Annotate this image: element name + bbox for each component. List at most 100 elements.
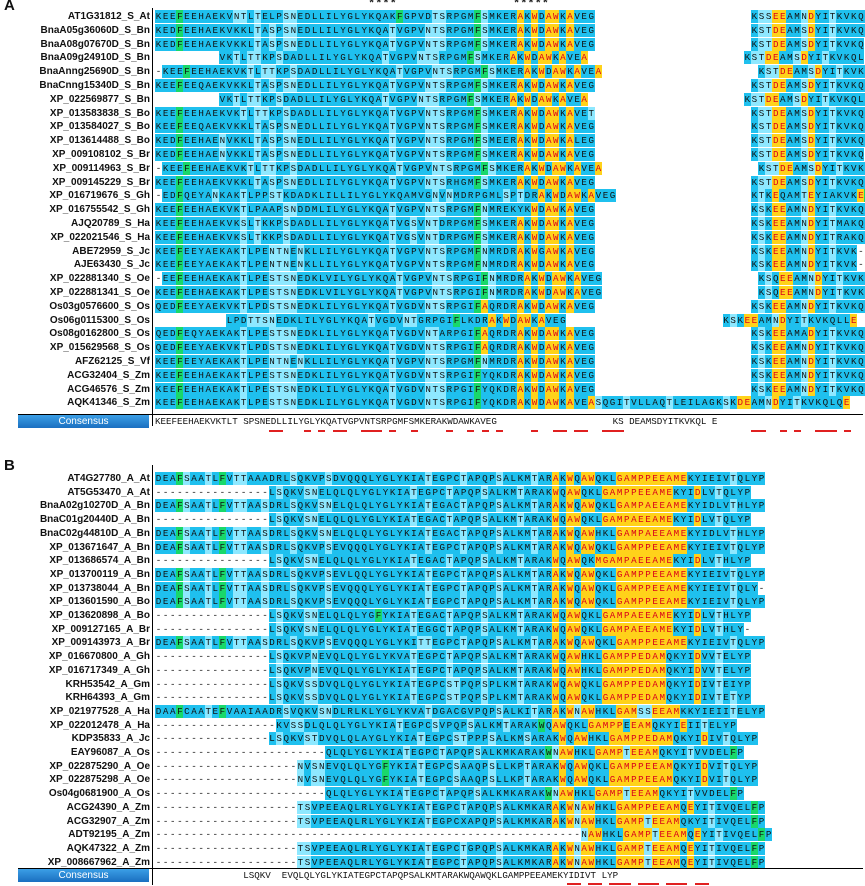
residue: T: [233, 581, 241, 595]
residue: G: [438, 636, 446, 650]
residue: T: [396, 65, 404, 79]
residue: L: [353, 609, 361, 622]
residue: M: [452, 189, 461, 203]
residue: Q: [183, 189, 191, 203]
residue: [190, 93, 197, 106]
residue: E: [162, 595, 170, 609]
residue: V: [843, 10, 851, 23]
residue: I: [687, 663, 695, 677]
residue: L: [339, 732, 347, 746]
residue: [666, 258, 673, 271]
residue: [694, 107, 701, 120]
residue: D: [530, 92, 539, 106]
residue: A: [247, 636, 255, 650]
residue: R: [516, 718, 524, 732]
residue: -: [212, 733, 219, 745]
residue: L: [743, 595, 751, 609]
residue: Y: [360, 203, 368, 217]
residue: N: [218, 134, 226, 148]
residue: G: [467, 272, 475, 286]
residue: K: [587, 609, 595, 622]
residue: W: [587, 567, 595, 581]
residue: T: [254, 134, 262, 148]
residue: -: [177, 719, 183, 731]
residue: L: [836, 313, 844, 327]
residue: [609, 369, 616, 382]
residue: E: [296, 10, 304, 23]
residue: P: [452, 106, 461, 120]
residue: N: [800, 258, 808, 272]
residue: A: [538, 189, 546, 203]
residue: L: [247, 355, 255, 368]
residue: [701, 38, 708, 51]
residue: E: [502, 37, 510, 51]
residue: [602, 314, 609, 327]
residue: M: [616, 485, 624, 499]
residue: V: [225, 567, 234, 581]
residue: [723, 383, 730, 396]
residue: G: [601, 677, 609, 691]
residue: E: [495, 92, 503, 106]
residue: E: [183, 272, 191, 286]
residue: L: [311, 230, 319, 244]
residue: A: [566, 203, 574, 217]
residue: V: [396, 368, 404, 382]
residue: T: [431, 341, 439, 355]
residue: K: [843, 161, 851, 175]
residue: T: [828, 120, 836, 134]
residue: A: [382, 382, 390, 396]
residue: K: [360, 704, 368, 718]
sequence-id: XP_009108102_S_Br: [52, 149, 150, 160]
residue: P: [460, 286, 468, 299]
residue: L: [311, 120, 319, 134]
residue: G: [460, 203, 468, 217]
residue: A: [481, 299, 489, 313]
residue: K: [240, 79, 248, 92]
residue: D: [708, 499, 716, 513]
residue: G: [424, 513, 432, 527]
residue: V: [396, 299, 404, 313]
residue: P: [403, 51, 411, 65]
residue: K: [836, 23, 844, 37]
residue: Y: [339, 313, 347, 327]
residue: G: [594, 272, 602, 286]
residue: E: [580, 217, 588, 230]
residue: P: [438, 759, 446, 773]
residue: K: [403, 526, 411, 540]
residue: E: [183, 175, 191, 189]
residue: [630, 369, 637, 382]
residue: Y: [197, 189, 205, 203]
residue: Q: [296, 499, 304, 513]
residue: G: [325, 313, 333, 327]
residue: M: [509, 485, 517, 499]
residue: L: [743, 704, 751, 718]
residue: L: [339, 622, 347, 636]
residue: G: [382, 595, 390, 609]
residue: [666, 65, 673, 78]
residue: T: [729, 567, 737, 581]
residue: P: [452, 120, 461, 134]
residue: V: [417, 217, 425, 230]
residue: V: [396, 230, 404, 244]
residue: Q: [374, 341, 382, 355]
residue: A: [488, 609, 496, 622]
residue: K: [218, 120, 226, 134]
residue: I: [821, 148, 829, 161]
residue: N: [481, 355, 489, 368]
residue: V: [296, 677, 304, 691]
residue: L: [318, 286, 326, 299]
residue: G: [424, 650, 432, 664]
residue: M: [474, 161, 482, 175]
residue: Q: [374, 244, 382, 258]
residue: D: [651, 732, 659, 746]
residue: P: [630, 691, 638, 705]
residue: E: [162, 286, 170, 299]
residue: W: [552, 203, 560, 217]
residue: L: [509, 595, 517, 609]
residue: G: [367, 609, 375, 622]
residue: [162, 93, 169, 106]
residue: Y: [779, 396, 787, 410]
residue: D: [303, 10, 312, 23]
residue: M: [523, 636, 531, 650]
residue: P: [637, 581, 645, 595]
